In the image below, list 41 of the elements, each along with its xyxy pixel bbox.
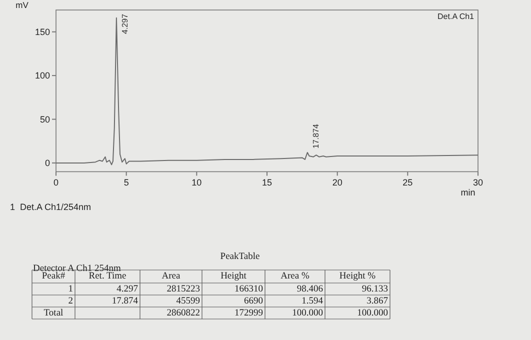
x-tick-label: 5 — [124, 178, 129, 188]
text: Area % — [280, 272, 310, 282]
x-tick-label: 10 — [192, 178, 202, 188]
annotation: 4.297 — [120, 13, 130, 34]
y-tick-label: 150 — [34, 26, 50, 37]
x-tick-label: 30 — [472, 178, 484, 188]
y-tick-label: 0 — [44, 158, 50, 168]
text: 4.297 — [116, 284, 138, 294]
text: 1.594 — [302, 296, 324, 306]
text: 6690 — [244, 296, 264, 306]
x-tick-label: 15 — [262, 178, 272, 188]
text: 1 — [68, 284, 74, 294]
text: 45599 — [176, 296, 200, 306]
text: Height % — [339, 272, 376, 282]
text: 172999 — [234, 308, 264, 318]
text: Ret. Time — [88, 272, 126, 282]
text: 17.874 — [112, 296, 138, 306]
x-axis-title: min — [460, 188, 476, 198]
y-axis-title: mV — [16, 0, 29, 10]
text: 2815223 — [166, 284, 200, 294]
text: 3.867 — [366, 296, 388, 306]
text: 96.133 — [362, 284, 388, 294]
text: PeakTable — [220, 252, 260, 262]
x-tick-label: 25 — [402, 178, 413, 188]
annotation: 17.874 — [311, 123, 320, 148]
text: 1 Det.A Ch1/254nm — [10, 202, 92, 212]
text: Area — [162, 272, 182, 282]
text: 100.000 — [292, 308, 324, 318]
text: 2860822 — [166, 308, 200, 318]
x-tick-label: 0 — [53, 178, 59, 188]
text: 166310 — [234, 284, 264, 294]
text: 2 — [68, 296, 74, 306]
text: Peak# — [42, 272, 66, 282]
text: Total — [44, 308, 64, 318]
text: 100.000 — [357, 308, 388, 318]
text: Height — [220, 272, 247, 282]
annotation: Det.A Ch1 — [438, 12, 475, 21]
x-tick-label: 20 — [332, 178, 342, 188]
y-tick-label: 100 — [34, 70, 50, 81]
y-tick-label: 50 — [40, 114, 50, 124]
text: 98.406 — [296, 284, 324, 294]
